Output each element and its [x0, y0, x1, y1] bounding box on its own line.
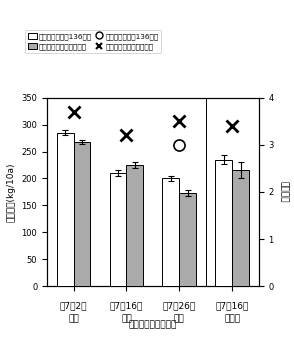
Bar [110, 173, 126, 286]
Text: 眇7月2日: 眇7月2日 [60, 301, 87, 310]
Text: 浅耕: 浅耕 [121, 314, 132, 323]
Bar [179, 193, 196, 286]
X-axis label: 播種日・耕起播種法: 播種日・耕起播種法 [129, 320, 177, 329]
Bar [215, 159, 232, 286]
Text: 眇7月26日: 眇7月26日 [163, 301, 196, 310]
Text: 浅耕: 浅耕 [68, 314, 79, 323]
Y-axis label: 倒伏指数: 倒伏指数 [279, 181, 288, 203]
Text: 普通耕: 普通耕 [224, 314, 240, 323]
Text: 眇7月16日: 眇7月16日 [110, 301, 143, 310]
Bar [162, 178, 179, 286]
Legend: 子実収量（九州136号）, 子実収量（フクユタカ）, 倒伏指数（九州136号）, 倒伏指数（フクユタカ）: 子実収量（九州136号）, 子実収量（フクユタカ）, 倒伏指数（九州136号）,… [25, 30, 161, 53]
Bar [57, 133, 74, 286]
Text: 眇7月16日: 眇7月16日 [216, 301, 249, 310]
Bar [232, 170, 249, 286]
Text: 浅耕: 浅耕 [174, 314, 185, 323]
Y-axis label: 子実収量(kg/10a): 子実収量(kg/10a) [7, 162, 16, 222]
Bar [74, 142, 91, 286]
Bar [126, 165, 143, 286]
